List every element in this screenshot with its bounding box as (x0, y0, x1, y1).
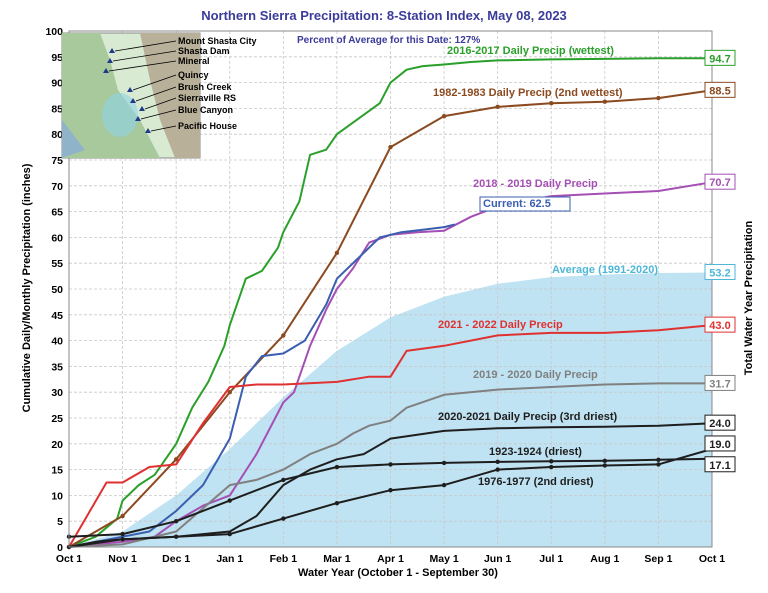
y-tick-label: 95 (51, 52, 63, 64)
y-tick-label: 50 (51, 284, 63, 296)
series-label-5: 2019 - 2020 Daily Precip (473, 369, 598, 381)
series-point (281, 516, 285, 520)
series-point (120, 514, 124, 518)
end-value-label: 17.1 (709, 460, 730, 472)
y-tick-label: 20 (51, 439, 63, 451)
end-value-label: 19.0 (709, 439, 730, 451)
x-tick-label: Aug 1 (590, 553, 619, 565)
y-tick-label: 80 (51, 129, 63, 141)
series-point (656, 96, 660, 100)
series-point (120, 532, 124, 536)
series-point (388, 462, 392, 466)
series-point (495, 460, 499, 464)
x-tick-label: Sep 1 (644, 553, 672, 565)
x-tick-label: Feb 1 (270, 553, 298, 565)
end-value-label: 70.7 (709, 177, 730, 189)
end-value-label: 94.7 (709, 53, 730, 65)
series-point (228, 498, 232, 502)
station-label: Brush Creek (178, 82, 233, 92)
y-axis-right-title: Total Water Year Precipitation (743, 220, 755, 375)
y-tick-label: 15 (51, 465, 63, 477)
series-label-4: 2021 - 2022 Daily Precip (438, 319, 563, 331)
series-point (495, 467, 499, 471)
series-point (656, 462, 660, 466)
y-tick-label: 45 (51, 310, 63, 322)
x-tick-label: Oct 1 (56, 553, 82, 565)
end-value-label: 24.0 (709, 418, 730, 430)
station-label: Mount Shasta City (178, 36, 257, 46)
x-tick-label: Jul 1 (539, 553, 563, 565)
series-point (442, 483, 446, 487)
series-point (388, 488, 392, 492)
y-tick-label: 85 (51, 103, 63, 115)
series-point (335, 501, 339, 505)
series-point (656, 458, 660, 462)
series-point (549, 459, 553, 463)
series-point (603, 463, 607, 467)
x-tick-label: Jan 1 (216, 553, 243, 565)
x-tick-label: May 1 (429, 553, 458, 565)
series-label-2: 2018 - 2019 Daily Precip (473, 178, 598, 190)
series-point (281, 478, 285, 482)
end-value-label: 88.5 (709, 85, 730, 97)
series-point (495, 105, 499, 109)
series-point (335, 251, 339, 255)
chart-subtitle: Percent of Average for this Date: 127% (297, 35, 480, 46)
y-axis-title: Cumulative Daily/Monthly Precipitation (… (21, 163, 33, 412)
y-tick-label: 70 (51, 181, 63, 193)
series-point (549, 101, 553, 105)
y-tick-label: 5 (57, 516, 63, 528)
x-tick-label: Dec 1 (162, 553, 190, 565)
series-point (174, 519, 178, 523)
y-tick-label: 35 (51, 361, 63, 373)
y-tick-label: 65 (51, 207, 63, 219)
series-point (442, 114, 446, 118)
x-tick-label: Oct 1 (699, 553, 725, 565)
series-point (603, 99, 607, 103)
y-tick-label: 30 (51, 387, 63, 399)
x-tick-label: Jun 1 (484, 553, 512, 565)
y-tick-label: 90 (51, 78, 63, 90)
average-label: Average (1991-2020) (552, 264, 658, 276)
station-label: Mineral (178, 56, 210, 66)
end-value-label: 43.0 (709, 320, 730, 332)
series-point (228, 532, 232, 536)
x-tick-label: Apr 1 (377, 553, 404, 565)
y-tick-label: 75 (51, 155, 63, 167)
series-point (335, 465, 339, 469)
y-tick-label: 25 (51, 413, 63, 425)
current-label: Current: 62.5 (483, 198, 551, 210)
series-point (603, 459, 607, 463)
chart-title: Northern Sierra Precipitation: 8-Station… (201, 8, 567, 23)
end-value-label: 31.7 (709, 378, 730, 390)
series-point (120, 537, 124, 541)
y-tick-label: 100 (45, 26, 63, 38)
series-point (281, 333, 285, 337)
x-tick-label: Nov 1 (108, 553, 137, 565)
y-tick-label: 10 (51, 490, 63, 502)
series-point (174, 534, 178, 538)
y-tick-label: 60 (51, 232, 63, 244)
series-point (388, 145, 392, 149)
series-label-7: 1923-1924 (driest) (489, 446, 582, 458)
series-label-6: 2020-2021 Daily Precip (3rd driest) (438, 411, 617, 423)
series-label-8: 1976-1977 (2nd driest) (478, 476, 594, 488)
y-tick-label: 40 (51, 336, 63, 348)
series-label-1: 1982-1983 Daily Precip (2nd wettest) (433, 87, 623, 99)
series-label-0: 2016-2017 Daily Precip (wettest) (447, 45, 614, 57)
end-value-label: 53.2 (709, 267, 730, 279)
station-label: Shasta Dam (178, 46, 230, 56)
x-axis-title: Water Year (October 1 - September 30) (298, 567, 498, 579)
station-label: Quincy (178, 70, 209, 80)
series-point (549, 465, 553, 469)
series-point (442, 461, 446, 465)
station-label: Sierraville RS (178, 93, 236, 103)
station-label: Pacific House (178, 121, 237, 131)
x-tick-label: Mar 1 (323, 553, 351, 565)
station-label: Blue Canyon (178, 105, 233, 115)
y-tick-label: 55 (51, 258, 63, 270)
